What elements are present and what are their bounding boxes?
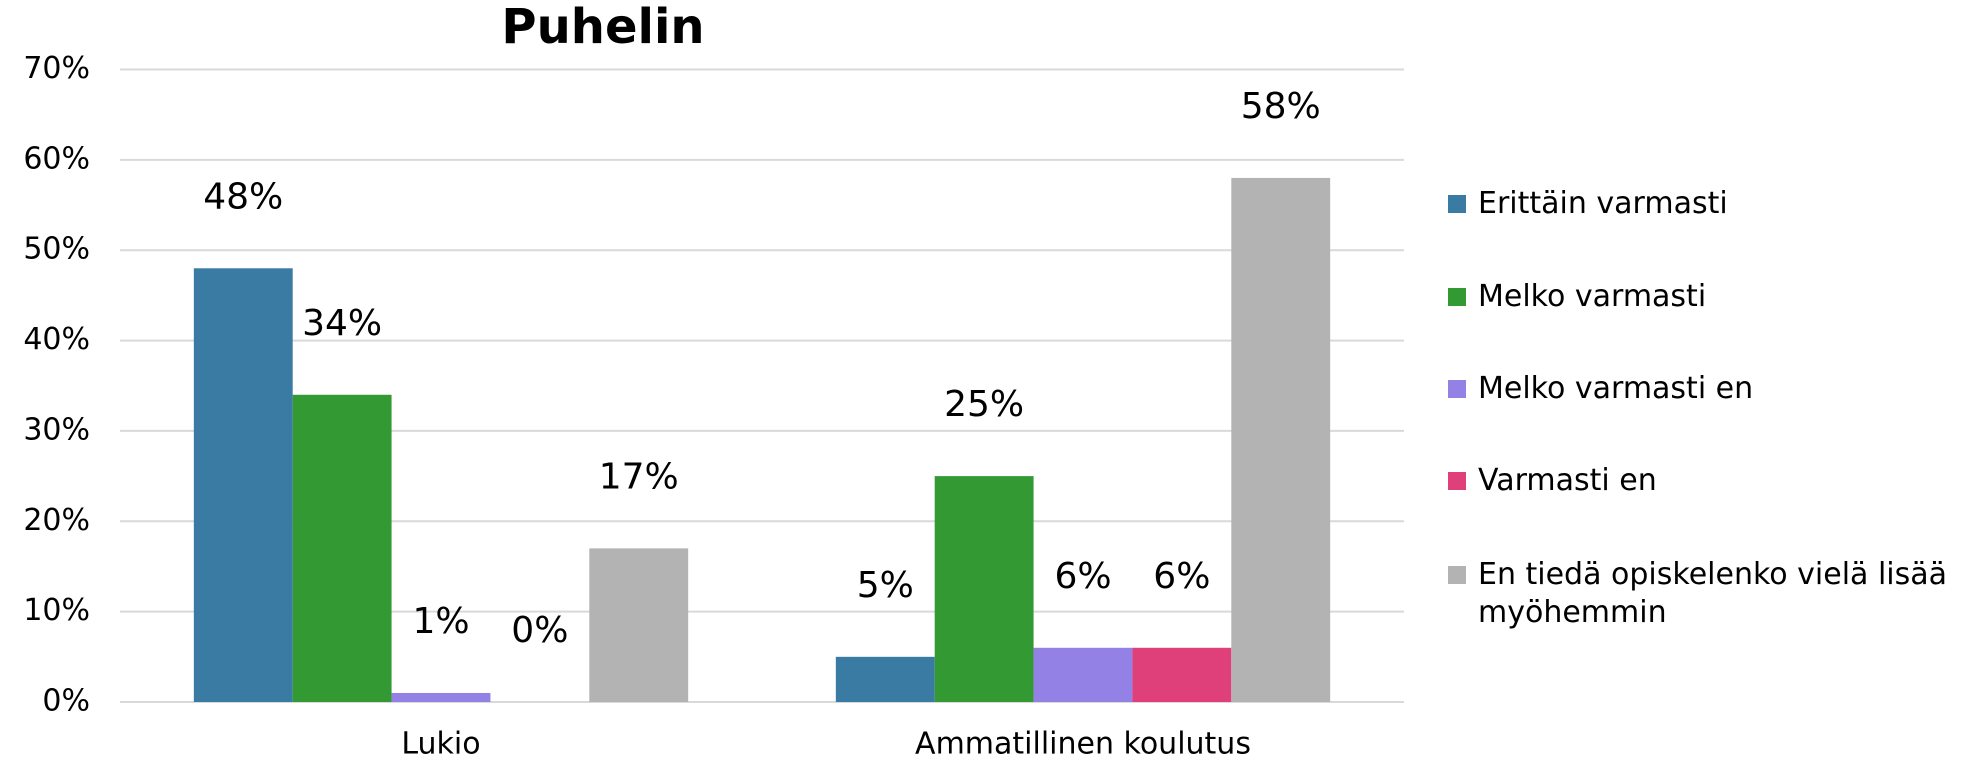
y-tick-label: 10% (23, 593, 90, 628)
legend-label: Melko varmasti en (1478, 371, 1754, 406)
data-label: 17% (599, 456, 679, 497)
data-label: 25% (944, 384, 1024, 425)
legend-label: Erittäin varmasti (1478, 186, 1728, 221)
bar (1132, 647, 1232, 702)
legend-item: Erittäin varmasti (1440, 185, 1973, 223)
bar (193, 268, 293, 702)
data-label: 6% (1054, 556, 1111, 597)
legend: Erittäin varmasti Melko varmasti Melko var… (1440, 0, 1981, 761)
legend-swatch (1448, 288, 1466, 306)
bar (589, 548, 689, 702)
y-tick-label: 70% (23, 51, 90, 86)
legend-swatch (1448, 566, 1466, 584)
y-tick-label: 50% (23, 232, 90, 267)
y-tick-label: 40% (23, 322, 90, 357)
legend-item: En tiedä opiskelenko vielä lisää myöhemm… (1440, 556, 1973, 632)
x-tick-label: Lukio (401, 727, 480, 761)
y-tick-label: 20% (23, 503, 90, 538)
legend-label: Varmasti en (1478, 463, 1657, 498)
legend-item: Varmasti en (1440, 462, 1973, 500)
legend-item: Melko varmasti (1440, 278, 1973, 316)
legend-item: Melko varmasti en (1440, 370, 1973, 408)
legend-label: En tiedä opiskelenko vielä lisää myöhemm… (1478, 557, 1948, 630)
data-label: 5% (857, 565, 914, 606)
legend-swatch (1448, 195, 1466, 213)
bar (1231, 177, 1331, 702)
bar (1033, 647, 1133, 702)
legend-swatch (1448, 380, 1466, 398)
x-tick-label: Ammatillinen koulutus (915, 727, 1251, 761)
bar (835, 656, 935, 702)
data-label: 48% (203, 176, 283, 217)
data-label: 6% (1153, 556, 1210, 597)
bar (934, 476, 1034, 702)
bar (391, 692, 491, 702)
legend-swatch (1448, 472, 1466, 490)
bar (292, 394, 392, 702)
data-label: 58% (1241, 86, 1321, 127)
data-label: 0% (511, 610, 568, 651)
y-tick-label: 60% (23, 141, 90, 176)
chart-title: Puhelin (501, 0, 704, 55)
legend-label: Melko varmasti (1478, 279, 1707, 314)
y-tick-label: 0% (42, 684, 90, 719)
y-tick-label: 30% (23, 412, 90, 447)
data-label: 34% (302, 303, 382, 344)
data-label: 1% (412, 601, 469, 642)
